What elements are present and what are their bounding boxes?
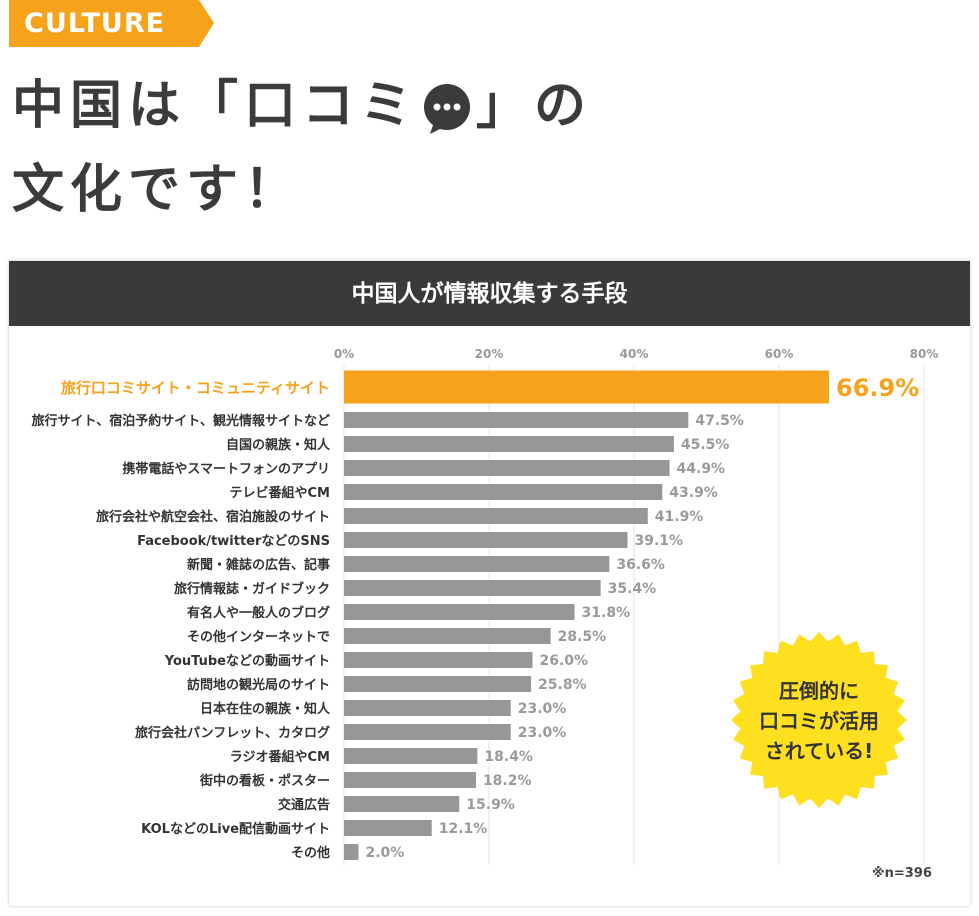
bar [344,460,670,476]
data-label: 43.9% [669,485,718,501]
callout-line-1: 圧倒的に [779,679,859,703]
tick-label: 40% [620,347,649,361]
category-label: Facebook/twitterなどのSNS [137,534,330,549]
bar [344,484,663,500]
bar [344,652,533,668]
data-label: 23.0% [518,725,567,741]
data-label: 36.6% [616,557,665,573]
category-label: 街中の看板・ポスター [199,773,330,789]
category-label: その他 [291,845,330,861]
category-label: 日本在住の親族・知人 [200,701,331,717]
bar [344,370,830,404]
data-label: 47.5% [695,413,744,429]
data-label: 66.9% [836,374,919,402]
bar [344,820,432,836]
speech-bubble-icon [424,84,471,134]
category-label: 旅行口コミサイト・コミュニティサイト [61,379,330,397]
data-label: 45.5% [681,437,730,453]
category-label: ラジオ番組やCM [230,749,330,765]
bar [344,436,674,452]
page-title-line2: 文化です！ [12,160,303,220]
bar [344,604,575,620]
category-label: 自国の親族・知人 [226,437,331,453]
category-label: テレビ番組やCM [230,485,330,501]
data-label: 18.4% [484,749,533,765]
data-label: 23.0% [518,701,567,717]
bar [344,508,648,524]
category-label: その他インターネットで [187,629,330,645]
title-text-before: 中国は「口コミ [12,76,419,136]
bar [344,532,628,548]
bar [344,700,511,716]
tick-label: 20% [475,347,504,361]
tick-label: 80% [910,347,939,361]
data-label: 18.2% [483,773,532,789]
data-label: 31.8% [582,605,631,621]
tick-label: 60% [765,347,794,361]
callout-burst [731,632,907,808]
bar [344,676,532,692]
title-text-after: 」の [476,76,593,136]
bar [344,796,460,812]
callout-line-2: 口コミが活用 [759,709,879,733]
category-label: 新聞・雑誌の広告、記事 [187,557,330,573]
data-label: 15.9% [466,797,515,813]
data-label: 28.5% [558,629,607,645]
data-label: 35.4% [608,581,657,597]
bar [344,412,689,428]
category-label: 有名人や一般人のブログ [187,605,330,621]
tick-label: 0% [334,347,354,361]
data-label: 2.0% [366,845,405,861]
bar [344,844,359,860]
category-label: 旅行サイト、宿泊予約サイト、観光情報サイトなど [32,413,330,429]
category-label: 旅行会社や航空会社、宿泊施設のサイト [96,509,330,525]
category-label: 携帯電話やスマートフォンのアプリ [122,461,330,477]
bar [344,628,551,644]
bar [344,580,601,596]
data-label: 12.1% [439,821,488,837]
category-label: 旅行情報誌・ガイドブック [174,581,330,597]
data-label: 44.9% [677,461,726,477]
data-label: 26.0% [540,653,589,669]
culture-tag: CULTURE [9,0,214,47]
bar [344,748,478,764]
bar [344,724,511,740]
data-label: 41.9% [655,509,704,525]
page-title-line1: 中国は「口コミ 」の [12,76,592,136]
category-label: YouTubeなどの動画サイト [164,653,330,669]
chart-title: 中国人が情報収集する手段 [9,261,970,326]
callout-line-3: されている! [764,739,874,763]
callout-text: 圧倒的に 口コミが活用 されている! [729,676,909,766]
data-label: 25.8% [538,677,587,693]
category-label: KOLなどのLive配信動画サイト [141,821,330,837]
sample-size-note: ※n=396 [872,866,932,881]
category-label: 交通広告 [278,797,330,813]
bar [344,556,610,572]
bar [344,772,476,788]
data-label: 39.1% [634,533,683,549]
category-label: 訪問地の観光局のサイト [187,677,330,693]
category-label: 旅行会社パンフレット、カタログ [135,725,330,741]
